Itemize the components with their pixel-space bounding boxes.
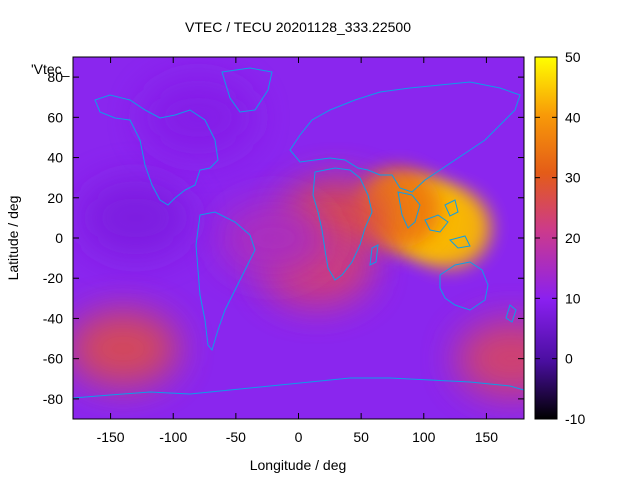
coastline-south-america — [195, 211, 256, 352]
heatmap-blobs — [73, 79, 524, 397]
y-axis-label: Latitude / deg — [5, 196, 21, 281]
coastline-australia — [439, 261, 489, 311]
coastlines — [73, 67, 524, 419]
y-tick-label: 0 — [55, 230, 63, 246]
coastline-africa — [312, 167, 373, 281]
colorbar-tick-label: 30 — [565, 170, 581, 186]
coastline-greenland — [221, 67, 273, 113]
x-tick-label: -50 — [226, 429, 246, 445]
x-tick-label: 150 — [475, 429, 499, 445]
coastline-north-america — [94, 94, 219, 206]
coastline-eurasia — [289, 81, 521, 193]
x-axis-ticks: -150 -100 -50 0 50 100 150 — [97, 57, 499, 445]
legend-key-label: 'Vtec_ — [31, 61, 70, 77]
y-tick-label: -80 — [43, 391, 63, 407]
x-axis-label: Longitude / deg — [250, 457, 347, 473]
coastline-india — [397, 191, 421, 229]
y-tick-label: 20 — [47, 190, 63, 206]
y-tick-label: -60 — [43, 351, 63, 367]
colorbar-tick-label: 10 — [565, 290, 581, 306]
coastline-madagascar — [369, 244, 379, 266]
coastline-antarctica — [73, 377, 524, 419]
heatmap-area — [73, 57, 524, 419]
x-tick-label: -150 — [97, 429, 125, 445]
colorbar-tick-label: 20 — [565, 230, 581, 246]
y-tick-label: 60 — [47, 109, 63, 125]
colorbar-tick-label: 0 — [565, 351, 573, 367]
heatmap-region — [456, 320, 524, 397]
coastline-southeast-asia — [424, 199, 471, 249]
heatmap-region — [73, 310, 179, 387]
colorbar-tick-label: 40 — [565, 109, 581, 125]
heatmap-region — [80, 179, 191, 256]
x-tick-label: -100 — [159, 429, 187, 445]
x-tick-label: 0 — [295, 429, 303, 445]
x-tick-label: 100 — [412, 429, 436, 445]
heatmap-region — [218, 200, 329, 276]
heatmap-region — [143, 79, 254, 156]
chart-title: VTEC / TECU 20201128_333.22500 — [185, 19, 411, 35]
y-tick-label: 40 — [47, 150, 63, 166]
y-tick-label: -40 — [43, 310, 63, 326]
coastline-new-zealand — [505, 304, 517, 323]
x-tick-label: 50 — [353, 429, 369, 445]
y-tick-label: 80 — [47, 69, 63, 85]
y-tick-label: -20 — [43, 270, 63, 286]
y-axis-ticks: -80 -60 -40 -20 0 20 40 60 80 — [43, 69, 524, 407]
colorbar-tick-label: -10 — [565, 411, 585, 427]
colorbar-tick-label: 50 — [565, 49, 581, 65]
colorbar-ticks: -10 0 10 20 30 40 50 — [535, 49, 585, 427]
